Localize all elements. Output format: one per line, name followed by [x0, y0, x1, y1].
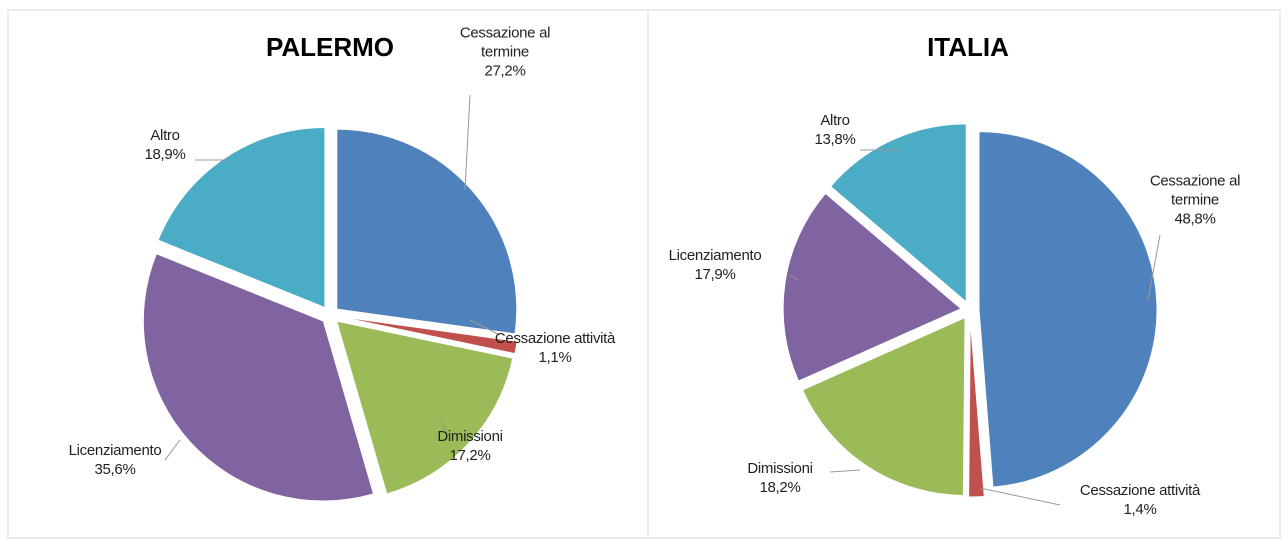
pie-slice	[157, 127, 326, 309]
pie-slice	[978, 131, 1158, 488]
chart-title: ITALIA	[927, 32, 1009, 62]
category-label: Licenziamento	[668, 247, 762, 264]
leader-line	[469, 319, 501, 336]
value-label: 27,2%	[484, 62, 526, 80]
value-label: 17,9%	[694, 266, 736, 283]
leader-line	[979, 487, 1061, 506]
leader-line	[789, 274, 799, 281]
slice-label: Altro 18,9%	[110, 126, 220, 164]
slice-label: Licenziamento 35,6%	[60, 441, 170, 479]
value-label: 35,6%	[94, 461, 136, 478]
value-label: 18,9%	[144, 146, 186, 163]
frame	[7, 9, 1281, 539]
value-label: 1,1%	[538, 349, 572, 366]
slice-label: Dimissioni 17,2%	[415, 427, 525, 465]
value-label: 17,2%	[449, 447, 491, 464]
category-label: Dimissioni	[437, 428, 503, 445]
slice-label: Licenziamento 17,9%	[660, 246, 770, 284]
leader-line	[164, 439, 181, 461]
slice-label: Cessazione attività 1,1%	[470, 329, 640, 367]
value-label: 1,4%	[1123, 501, 1157, 518]
chart-title: PALERMO	[265, 32, 395, 62]
category-label: Cessazione attività	[1079, 482, 1201, 499]
slice-label: Altro 13,8%	[780, 111, 890, 149]
pie-slice	[336, 128, 518, 335]
slice-label: Dimissioni 18,2%	[725, 459, 835, 497]
slice-label: Cessazione attività 1,4%	[1055, 481, 1225, 519]
pie-slice	[829, 123, 967, 303]
category-label: Cessazione al termine	[1149, 172, 1241, 209]
category-label: Licenziamento	[68, 442, 162, 459]
leader-line	[1147, 234, 1161, 301]
pie-slice	[338, 316, 518, 355]
pie-slice	[782, 192, 963, 382]
leader-line	[464, 94, 471, 191]
category-label: Altro	[820, 112, 850, 129]
value-label: 48,8%	[1174, 210, 1216, 228]
category-label: Cessazione al termine	[459, 24, 551, 61]
pie-slice	[968, 318, 985, 498]
leader-line	[439, 419, 446, 431]
pie-slice	[335, 320, 514, 495]
category-label: Cessazione attività	[494, 330, 616, 347]
leader-line	[829, 469, 861, 473]
slice-label: Cessazione al termine 27,2%	[450, 24, 560, 81]
value-label: 13,8%	[814, 131, 856, 148]
value-label: 18,2%	[759, 479, 801, 496]
pie-slice	[142, 253, 375, 502]
category-label: Dimissioni	[747, 460, 813, 477]
pie-slice	[801, 316, 966, 497]
slice-label: Cessazione al termine 48,8%	[1140, 172, 1250, 229]
category-label: Altro	[150, 127, 180, 144]
